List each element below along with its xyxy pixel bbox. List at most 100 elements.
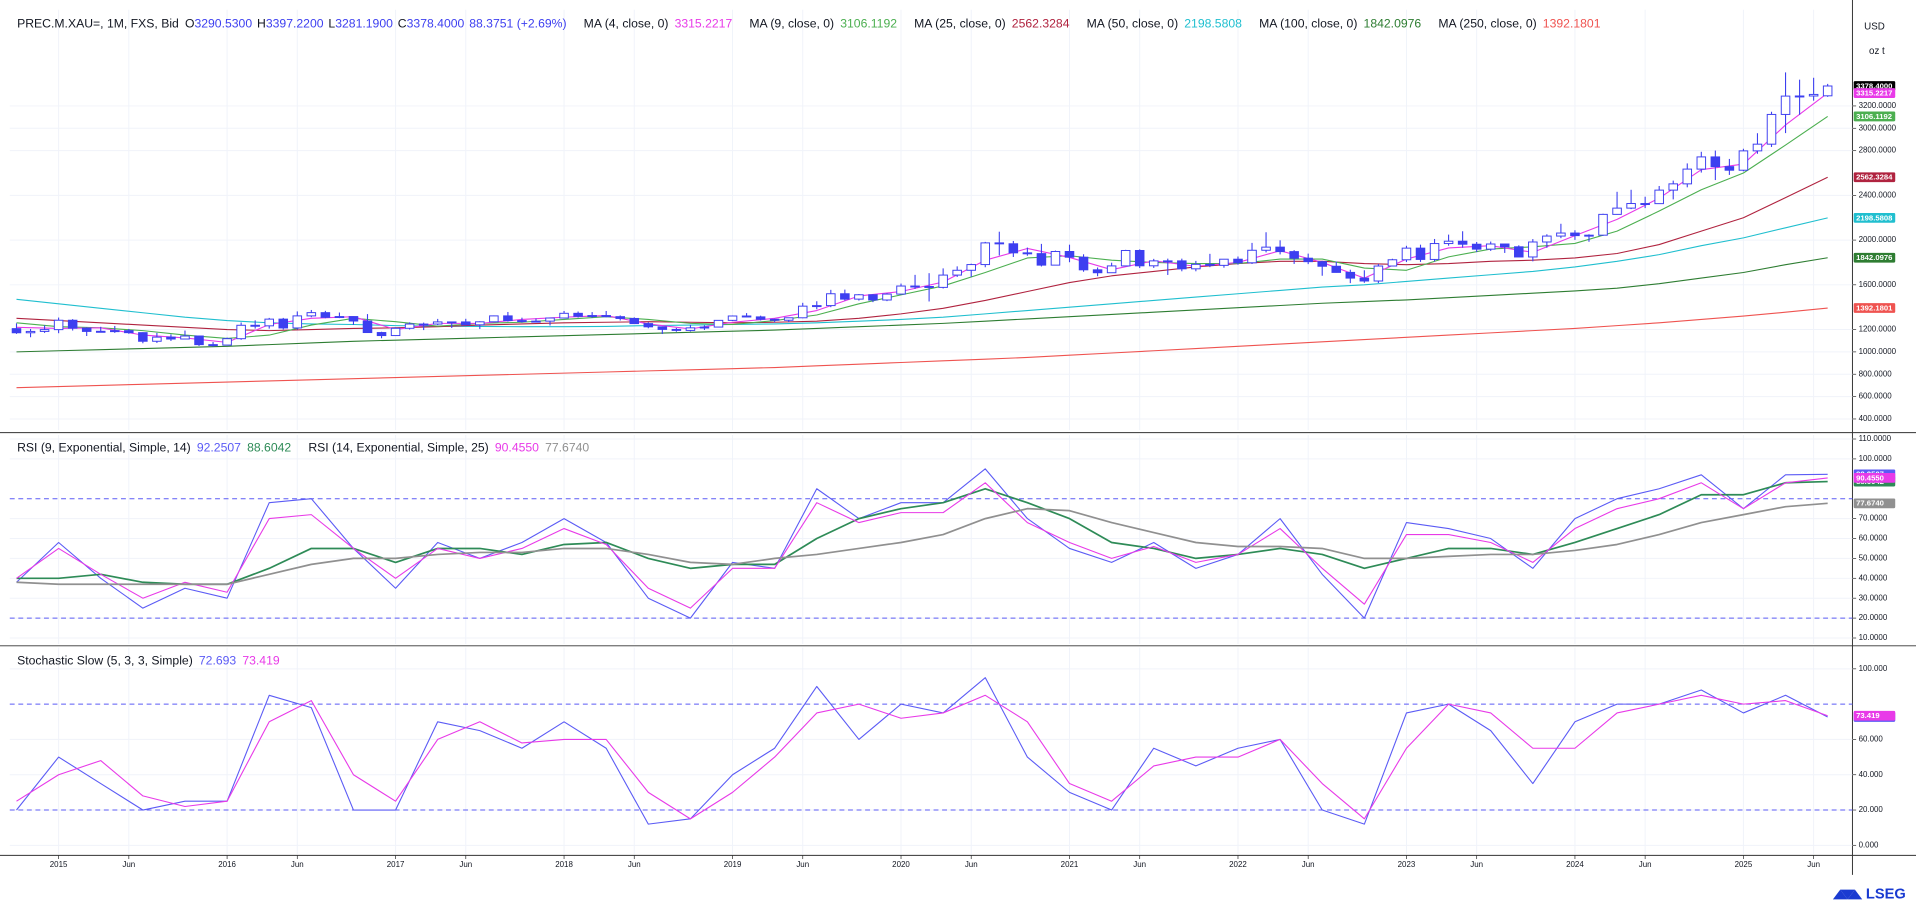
- series-line: [16, 480, 1828, 586]
- candle-body: [446, 321, 457, 324]
- candle-body: [685, 327, 696, 331]
- price-marker-label: 1842.0976: [1856, 253, 1892, 262]
- candle-body: [1219, 258, 1229, 266]
- candle-body: [1612, 207, 1622, 215]
- candle-body: [362, 320, 373, 334]
- candle-body: [1261, 246, 1271, 251]
- candle-body: [1205, 263, 1215, 266]
- series-line: [16, 677, 1828, 825]
- price-marker-label: 77.6740: [1856, 499, 1884, 508]
- candle-body: [390, 327, 401, 337]
- price-marker-label: 3315.2217: [1856, 88, 1892, 97]
- candle-body: [783, 317, 794, 321]
- candle-body: [1177, 260, 1187, 270]
- x-tick-label: Jun: [628, 860, 641, 869]
- candle-body: [1822, 85, 1833, 97]
- legend-text: 3281.1900: [335, 17, 393, 31]
- candle-body: [545, 317, 555, 322]
- candle-body: [1415, 247, 1426, 260]
- candle-body: [1247, 249, 1257, 264]
- price-marker-label: 1392.1801: [1856, 303, 1893, 312]
- candle-body: [1528, 241, 1538, 258]
- candle-body: [1738, 150, 1749, 171]
- candle-body: [1008, 243, 1019, 254]
- legend-text: RSI (14, Exponential, Simple, 25): [308, 441, 488, 455]
- candle-body: [166, 336, 176, 340]
- candle-body: [797, 305, 808, 319]
- candle-body: [924, 285, 934, 288]
- candle-body: [1163, 260, 1173, 263]
- candle-body: [124, 330, 134, 334]
- x-tick-label: Jun: [1133, 860, 1146, 869]
- candle-body: [517, 320, 527, 323]
- y-tick-label: 2400.0000: [1859, 190, 1897, 199]
- candle-body: [643, 323, 654, 328]
- candle-body: [404, 323, 415, 329]
- candle-body: [1570, 232, 1580, 237]
- price-marker-label: 3378.4000: [1856, 81, 1892, 90]
- legend-text: 3315.2217: [675, 17, 733, 31]
- candle-body: [39, 329, 50, 332]
- candle-body: [769, 318, 780, 321]
- candle-body: [1373, 265, 1384, 282]
- y-tick-label: 1200.0000: [1859, 325, 1897, 334]
- x-tick-label: 2019: [724, 860, 742, 869]
- candle-body: [994, 242, 1005, 245]
- y-tick-label: 110.0000: [1859, 434, 1892, 443]
- candle-body: [222, 338, 232, 346]
- y-tick-label: 1000.0000: [1859, 347, 1897, 356]
- legend-text: 3378.4000: [407, 17, 465, 31]
- candle-body: [1233, 258, 1243, 264]
- candle-body: [11, 328, 22, 334]
- x-tick-label: 2022: [1229, 860, 1247, 869]
- y-tick-label: 2800.0000: [1859, 146, 1897, 155]
- candle-body: [980, 242, 991, 266]
- candle-body: [194, 335, 204, 346]
- candle-body: [1485, 243, 1496, 250]
- candle-body: [180, 335, 190, 340]
- candle-body: [1710, 156, 1721, 168]
- legend-text: 72.693: [199, 653, 237, 667]
- x-tick-label: Jun: [122, 860, 135, 869]
- candle-body: [348, 316, 359, 322]
- candle-body: [1036, 253, 1047, 266]
- candle-body: [896, 285, 906, 295]
- candle-body: [868, 294, 878, 301]
- candle-body: [1794, 95, 1805, 98]
- candle-body: [1148, 260, 1159, 267]
- legend-text: O: [185, 17, 195, 31]
- logo-icon: [1832, 889, 1863, 900]
- x-tick-label: 2016: [218, 860, 236, 869]
- price-marker: [1853, 473, 1896, 483]
- candle-body: [882, 293, 892, 301]
- y-tick-label: 1600.0000: [1859, 280, 1897, 289]
- x-tick-label: 2020: [892, 860, 910, 869]
- price-marker-label: 2562.3284: [1856, 173, 1893, 182]
- candle-body: [25, 330, 36, 334]
- candle-body: [1640, 203, 1650, 205]
- candle-body: [1359, 277, 1370, 282]
- unit-label: oz t: [1869, 46, 1885, 57]
- candle-body: [432, 321, 443, 325]
- candle-body: [1120, 249, 1131, 267]
- y-tick-label: 30.0000: [1859, 593, 1888, 602]
- candle-body: [1443, 240, 1454, 245]
- candle-body: [1022, 252, 1033, 255]
- series-line: [16, 257, 1828, 353]
- y-tick-label: 20.0000: [1859, 613, 1888, 622]
- y-tick-label: 100.000: [1859, 664, 1888, 673]
- candle-body: [138, 332, 148, 342]
- y-tick-label: 0.000: [1859, 840, 1879, 849]
- x-tick-label: Jun: [1639, 860, 1652, 869]
- candle-body: [1696, 156, 1707, 170]
- series-line: [16, 694, 1828, 820]
- candle-body: [713, 319, 724, 328]
- logo: LSEG: [1866, 886, 1906, 902]
- legend-text: 3106.1192: [840, 17, 897, 31]
- candle-body: [1556, 232, 1566, 237]
- unit-label: USD: [1864, 21, 1885, 32]
- legend-text: 1842.0976: [1364, 17, 1422, 31]
- y-tick-label: 600.0000: [1859, 392, 1893, 401]
- y-tick-label: 100.0000: [1859, 454, 1893, 463]
